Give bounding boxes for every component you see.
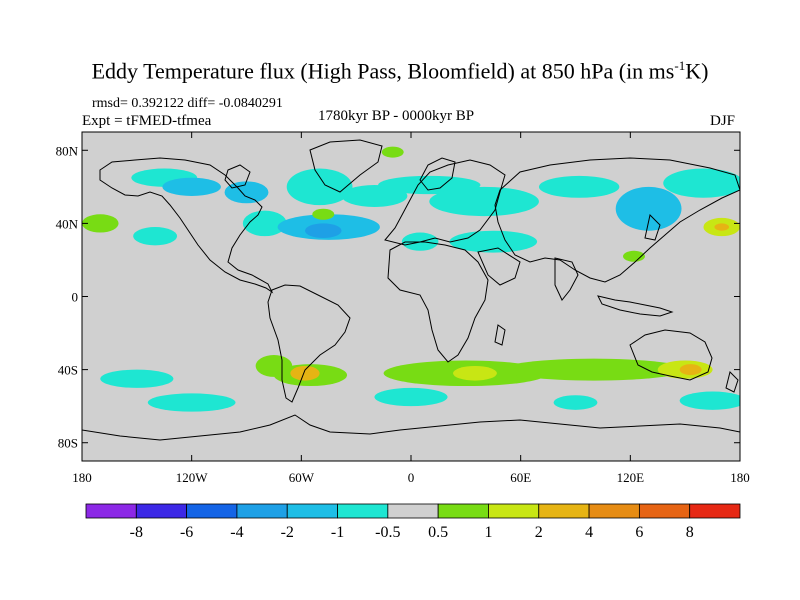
- lon-tick-label: 60W: [289, 470, 315, 485]
- lat-tick-label: 40S: [58, 363, 78, 378]
- stats-label: rmsd= 0.392122 diff= -0.0840291: [92, 96, 283, 111]
- lon-tick-label: 180: [72, 470, 92, 485]
- anomaly-patch: [538, 175, 620, 198]
- season-label: DJF: [710, 113, 736, 129]
- colorbar-swatch: [135, 503, 188, 519]
- colorbar-swatch: [437, 503, 489, 519]
- colorbar-label: -4: [230, 524, 243, 541]
- colorbar-label: -6: [180, 524, 193, 541]
- lon-tick-label: 60E: [510, 470, 531, 485]
- anomaly-patch: [663, 168, 740, 198]
- colorbar-swatch: [85, 503, 137, 519]
- anomaly-patch: [615, 186, 682, 231]
- anomaly-patch: [133, 227, 178, 246]
- anomaly-patch: [453, 365, 497, 381]
- colorbar-label: 1: [484, 524, 492, 541]
- anomaly-patch: [224, 181, 269, 204]
- figure-title: Eddy Temperature flux (High Pass, Bloomf…: [91, 58, 709, 84]
- anomaly-patch: [286, 168, 353, 206]
- colorbar-label: 2: [535, 524, 543, 541]
- colorbar-swatch: [236, 503, 288, 519]
- colorbar-swatch: [387, 503, 439, 519]
- anomaly-patch: [381, 146, 404, 158]
- anomaly-patch: [502, 358, 686, 381]
- colorbar-swatch: [689, 503, 741, 519]
- colorbar: -8 -6 -4 -2 -1 -0.5 0.5 1 2 4 6 8: [85, 503, 741, 541]
- colorbar-swatch: [588, 503, 640, 519]
- lat-tick-label: 80S: [58, 436, 78, 451]
- colorbar-swatch: [488, 503, 540, 519]
- anomaly-patch: [162, 177, 221, 196]
- colorbar-label: -0.5: [375, 524, 400, 541]
- anomaly-field: [82, 146, 740, 412]
- anomaly-patch: [429, 186, 539, 217]
- lat-tick-label: 40N: [56, 216, 79, 231]
- lon-tick-label: 180: [730, 470, 750, 485]
- colorbar-label: 4: [585, 524, 593, 541]
- anomaly-patch: [623, 250, 645, 262]
- lat-tick-label: 80N: [56, 143, 79, 158]
- anomaly-patch: [147, 393, 236, 412]
- latitude-axis: 80N 40N 0 40S 80S: [56, 143, 740, 451]
- period-label: 1780kyr BP - 0000kyr BP: [318, 108, 475, 124]
- anomaly-patch: [312, 208, 335, 220]
- anomaly-patch: [82, 214, 119, 233]
- anomaly-patch: [679, 391, 740, 410]
- anomaly-patch: [242, 210, 287, 237]
- longitude-axis: 180 120W 60W 0 60E 120E 180: [72, 132, 750, 485]
- anomaly-patch: [304, 223, 342, 239]
- lat-tick-label: 0: [72, 290, 79, 305]
- anomaly-patch: [679, 364, 702, 376]
- anomaly-patch: [553, 395, 598, 410]
- lon-tick-label: 0: [408, 470, 415, 485]
- colorbar-label: 6: [635, 524, 643, 541]
- colorbar-swatch: [638, 503, 691, 519]
- colorbar-label: 0.5: [428, 524, 448, 541]
- lon-tick-label: 120E: [617, 470, 645, 485]
- colorbar-label: -2: [281, 524, 294, 541]
- colorbar-swatch: [186, 503, 238, 519]
- anomaly-patch: [714, 223, 730, 231]
- colorbar-swatch: [538, 503, 590, 519]
- colorbar-label: 8: [686, 524, 694, 541]
- anomaly-patch: [100, 369, 174, 388]
- lon-tick-label: 120W: [176, 470, 209, 485]
- colorbar-swatch: [286, 503, 338, 519]
- coastlines: [82, 139, 740, 441]
- colorbar-label: -1: [331, 524, 344, 541]
- anomaly-patch: [290, 365, 320, 381]
- anomaly-patch: [374, 387, 448, 407]
- experiment-label: Expt = tFMED-tfmea: [82, 113, 212, 129]
- colorbar-label: -8: [130, 524, 143, 541]
- colorbar-swatch: [337, 503, 389, 519]
